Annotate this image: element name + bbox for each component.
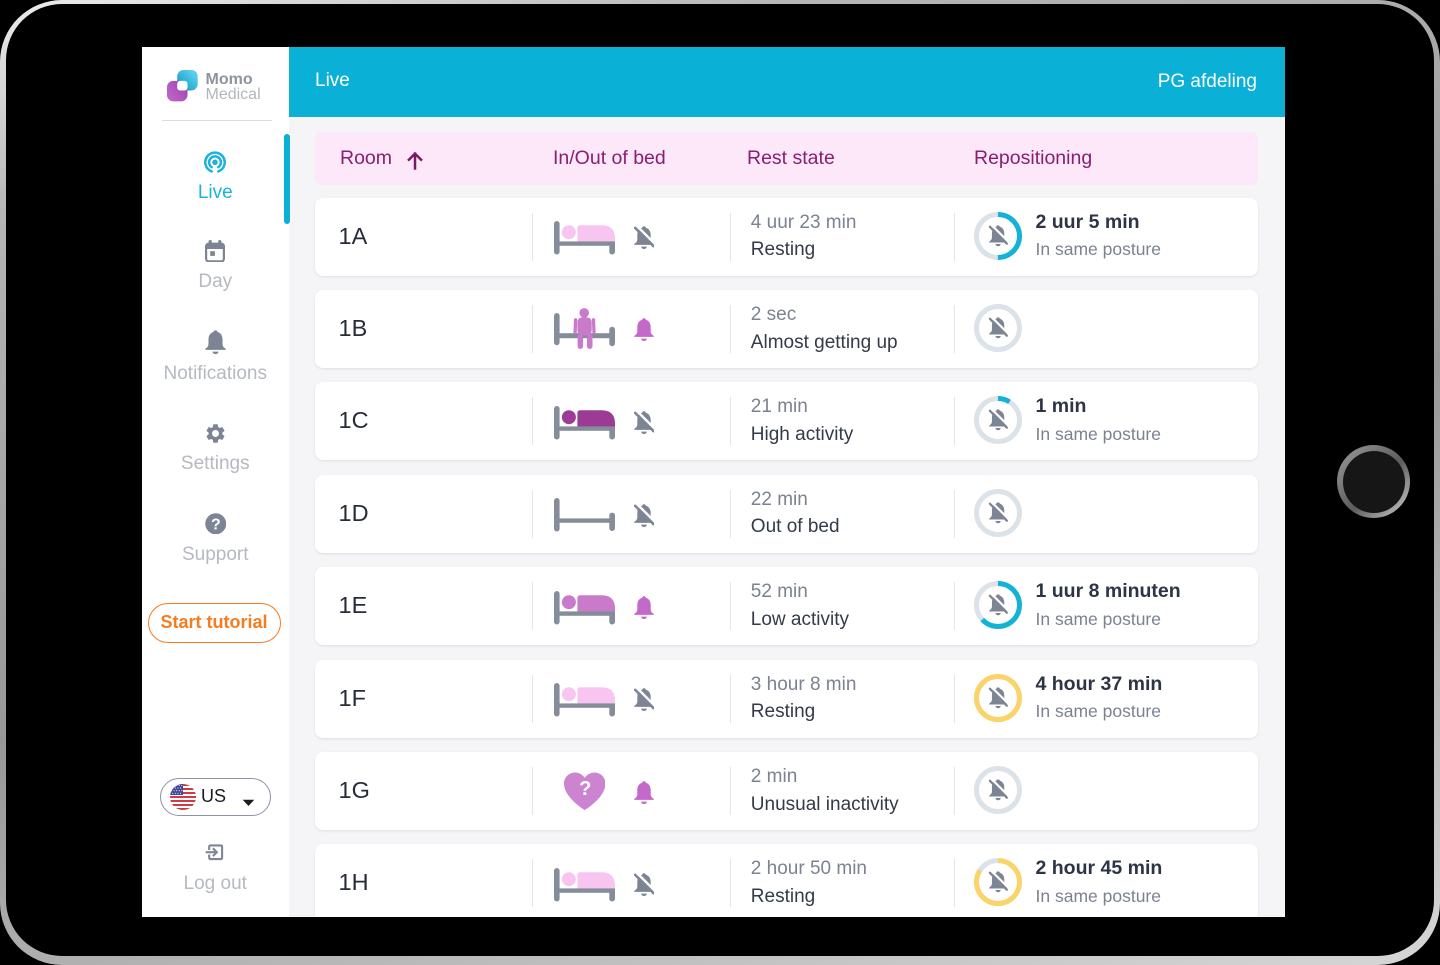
svg-text:?: ? xyxy=(210,516,220,533)
svg-text:?: ? xyxy=(579,778,591,800)
